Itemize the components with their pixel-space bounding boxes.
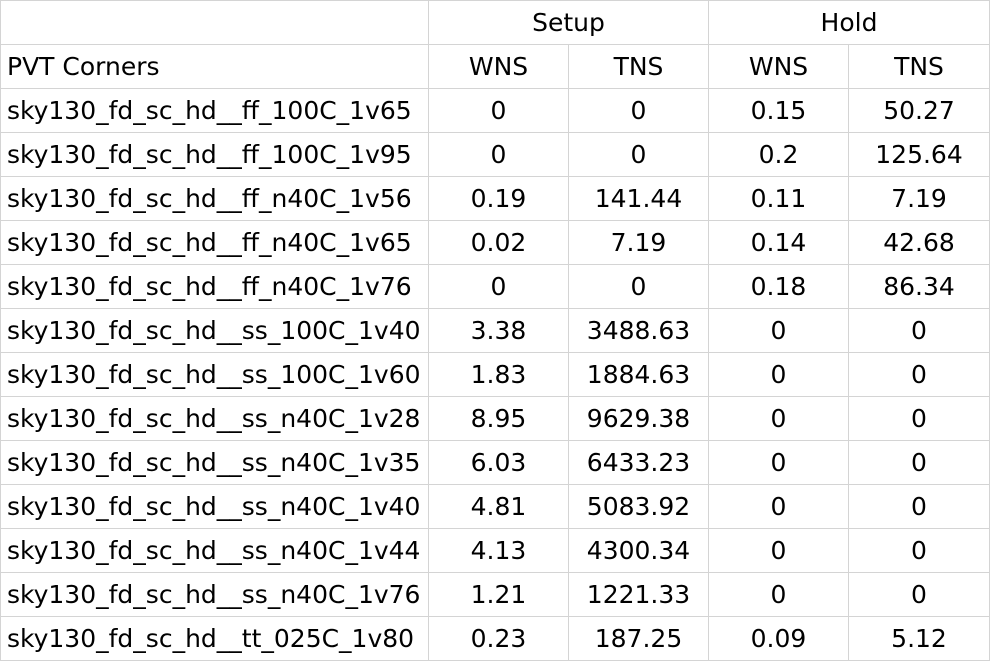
setup-tns-cell[interactable]: 9629.38 (568, 396, 709, 441)
hold-wns-cell[interactable]: 0 (708, 572, 849, 617)
hold-tns-cell[interactable]: 0 (847, 528, 991, 573)
group-header-row: Setup Hold (0, 0, 991, 45)
table-row: sky130_fd_sc_hd__tt_025C_1v80 0.23 187.25 0… (0, 616, 991, 661)
table-row: sky130_fd_sc_hd__ss_100C_1v40 3.38 3488.63… (0, 308, 991, 353)
setup-tns-cell[interactable]: 6433.23 (568, 440, 709, 485)
hold-wns-cell[interactable]: 0.11 (708, 176, 849, 221)
corner-name-cell[interactable]: sky130_fd_sc_hd__ss_n40C_1v28 (0, 396, 429, 441)
table-row: sky130_fd_sc_hd__ff_n40C_1v56 0.19 141.44 0… (0, 176, 991, 221)
table-row: sky130_fd_sc_hd__ss_n40C_1v35 6.03 6433.23… (0, 440, 991, 485)
table-row: sky130_fd_sc_hd__ss_n40C_1v76 1.21 1221.33… (0, 572, 991, 617)
setup-tns-cell[interactable]: 3488.63 (568, 308, 709, 353)
hold-wns-cell[interactable]: 0 (708, 308, 849, 353)
setup-tns-header[interactable]: TNS (568, 44, 709, 89)
corner-name-cell[interactable]: sky130_fd_sc_hd__ss_n40C_1v44 (0, 528, 429, 573)
setup-wns-cell[interactable]: 0 (428, 88, 569, 133)
hold-tns-cell[interactable]: 0 (847, 396, 991, 441)
corner-name-cell[interactable]: sky130_fd_sc_hd__ff_100C_1v95 (0, 132, 429, 177)
setup-wns-cell[interactable]: 4.13 (428, 528, 569, 573)
setup-tns-cell[interactable]: 1221.33 (568, 572, 709, 617)
corner-name-cell[interactable]: sky130_fd_sc_hd__ff_100C_1v65 (0, 88, 429, 133)
hold-wns-cell[interactable]: 0.18 (708, 264, 849, 309)
table-row: sky130_fd_sc_hd__ff_n40C_1v65 0.02 7.19 0.1… (0, 220, 991, 265)
setup-wns-cell[interactable]: 0.23 (428, 616, 569, 661)
setup-tns-cell[interactable]: 7.19 (568, 220, 709, 265)
setup-tns-cell[interactable]: 5083.92 (568, 484, 709, 529)
setup-wns-header[interactable]: WNS (428, 44, 569, 89)
corner-name-cell[interactable]: sky130_fd_sc_hd__ss_n40C_1v76 (0, 572, 429, 617)
column-header-row: PVT Corners WNS TNS WNS TNS (0, 44, 991, 89)
corner-name-cell[interactable]: sky130_fd_sc_hd__ss_n40C_1v35 (0, 440, 429, 485)
table-row: sky130_fd_sc_hd__ff_100C_1v65 0 0 0.15 50.27 (0, 88, 991, 133)
hold-wns-cell[interactable]: 0.2 (708, 132, 849, 177)
corner-name-cell[interactable]: sky130_fd_sc_hd__ss_100C_1v60 (0, 352, 429, 397)
setup-tns-cell[interactable]: 1884.63 (568, 352, 709, 397)
empty-corner-cell[interactable] (0, 0, 429, 45)
hold-tns-header[interactable]: TNS (847, 44, 991, 89)
corner-name-cell[interactable]: sky130_fd_sc_hd__ss_n40C_1v40 (0, 484, 429, 529)
hold-tns-cell[interactable]: 0 (847, 484, 991, 529)
table-row: sky130_fd_sc_hd__ss_n40C_1v40 4.81 5083.92… (0, 484, 991, 529)
setup-wns-cell[interactable]: 1.83 (428, 352, 569, 397)
hold-tns-cell[interactable]: 0 (847, 352, 991, 397)
hold-tns-cell[interactable]: 125.64 (847, 132, 991, 177)
corner-name-cell[interactable]: sky130_fd_sc_hd__ss_100C_1v40 (0, 308, 429, 353)
pvt-corners-header[interactable]: PVT Corners (0, 44, 429, 89)
corner-name-cell[interactable]: sky130_fd_sc_hd__ff_n40C_1v56 (0, 176, 429, 221)
hold-tns-cell[interactable]: 0 (847, 572, 991, 617)
hold-wns-cell[interactable]: 0 (708, 396, 849, 441)
setup-wns-cell[interactable]: 0.19 (428, 176, 569, 221)
hold-wns-cell[interactable]: 0 (708, 484, 849, 529)
setup-tns-cell[interactable]: 4300.34 (568, 528, 709, 573)
hold-wns-cell[interactable]: 0 (708, 440, 849, 485)
setup-wns-cell[interactable]: 4.81 (428, 484, 569, 529)
corner-name-cell[interactable]: sky130_fd_sc_hd__ff_n40C_1v65 (0, 220, 429, 265)
setup-wns-cell[interactable]: 6.03 (428, 440, 569, 485)
setup-tns-cell[interactable]: 141.44 (568, 176, 709, 221)
setup-tns-cell[interactable]: 187.25 (568, 616, 709, 661)
hold-wns-cell[interactable]: 0 (708, 528, 849, 573)
table-row: sky130_fd_sc_hd__ss_100C_1v60 1.83 1884.63… (0, 352, 991, 397)
table-row: sky130_fd_sc_hd__ff_100C_1v95 0 0 0.2 125.64 (0, 132, 991, 177)
setup-wns-cell[interactable]: 8.95 (428, 396, 569, 441)
hold-tns-cell[interactable]: 5.12 (847, 616, 991, 661)
hold-tns-cell[interactable]: 0 (847, 440, 991, 485)
hold-wns-cell[interactable]: 0.14 (708, 220, 849, 265)
hold-tns-cell[interactable]: 0 (847, 308, 991, 353)
hold-tns-cell[interactable]: 7.19 (847, 176, 991, 221)
setup-wns-cell[interactable]: 0 (428, 132, 569, 177)
hold-tns-cell[interactable]: 42.68 (847, 220, 991, 265)
setup-wns-cell[interactable]: 0 (428, 264, 569, 309)
setup-tns-cell[interactable]: 0 (568, 88, 709, 133)
setup-wns-cell[interactable]: 3.38 (428, 308, 569, 353)
setup-group-header[interactable]: Setup (428, 0, 709, 45)
hold-wns-cell[interactable]: 0 (708, 352, 849, 397)
hold-tns-cell[interactable]: 50.27 (847, 88, 991, 133)
hold-group-header[interactable]: Hold (707, 0, 991, 45)
setup-wns-cell[interactable]: 0.02 (428, 220, 569, 265)
corner-name-cell[interactable]: sky130_fd_sc_hd__ff_n40C_1v76 (0, 264, 429, 309)
setup-tns-cell[interactable]: 0 (568, 264, 709, 309)
hold-wns-cell[interactable]: 0.09 (708, 616, 849, 661)
setup-tns-cell[interactable]: 0 (568, 132, 709, 177)
table-row: sky130_fd_sc_hd__ss_n40C_1v44 4.13 4300.34… (0, 528, 991, 573)
setup-wns-cell[interactable]: 1.21 (428, 572, 569, 617)
hold-tns-cell[interactable]: 86.34 (847, 264, 991, 309)
corner-name-cell[interactable]: sky130_fd_sc_hd__tt_025C_1v80 (0, 616, 429, 661)
hold-wns-header[interactable]: WNS (708, 44, 849, 89)
table-row: sky130_fd_sc_hd__ff_n40C_1v76 0 0 0.18 86.34 (0, 264, 991, 309)
hold-wns-cell[interactable]: 0.15 (708, 88, 849, 133)
table-row: sky130_fd_sc_hd__ss_n40C_1v28 8.95 9629.38… (0, 396, 991, 441)
